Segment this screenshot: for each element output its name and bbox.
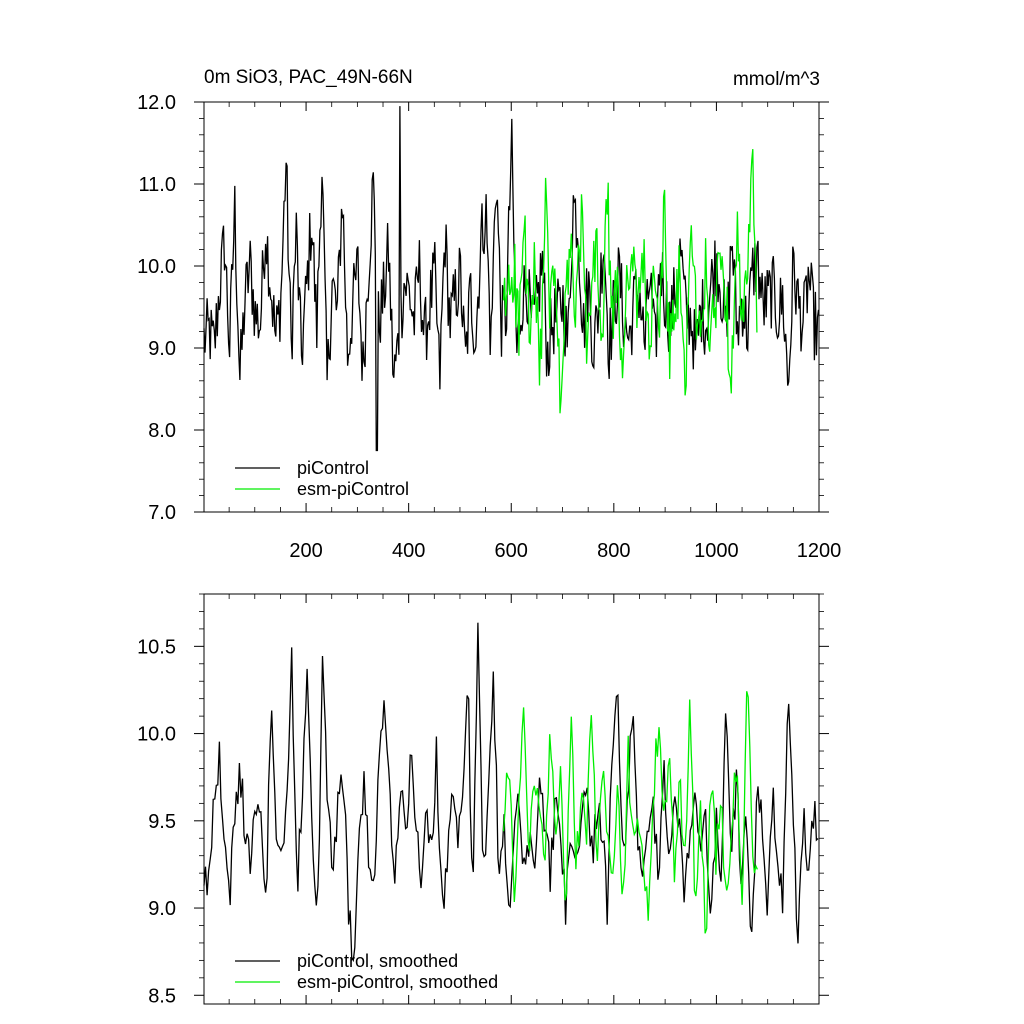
bottom-series-group [203,622,819,963]
top-x-tick-label: 400 [392,540,425,562]
bottom-y-tick-label: 10.0 [137,724,176,746]
top-y-tick-label: 11.0 [139,174,176,196]
bottom-axis-ticks: 8.5 9.0 9.5 10.0 10.5 [137,593,829,1007]
bottom-y-tick-label: 8.5 [148,985,176,1007]
top-axis-ticks: 200 400 600 800 1000 1200 7.0 8.0 9.0 10.0 11.0 12.… [137,92,841,562]
legend-label-esm-picontrol: esm-piControl [297,479,409,499]
legend-label-picontrol: piControl [297,458,369,478]
top-x-tick-label: 1000 [694,540,739,562]
top-y-tick-label: 7.0 [148,502,176,524]
bottom-y-tick-label: 9.0 [148,898,176,920]
top-y-tick-label: 9.0 [148,338,176,360]
top-series-line-esm-picontrol [502,149,758,414]
bottom-y-tick-label: 10.5 [137,636,176,658]
top-x-tick-label: 600 [495,540,528,562]
top-x-tick-label: 800 [597,540,630,562]
bottom-series-line-picontrol [203,622,819,963]
top-series-group [203,106,820,452]
top-x-tick-label: 1200 [797,540,842,562]
top-y-tick-label: 12.0 [137,92,176,114]
legend-label-picontrol-smoothed: piControl, smoothed [297,951,458,971]
units-label: mmol/m^3 [733,69,820,90]
top-y-tick-label: 10.0 [137,256,176,278]
bottom-series-line-esm-picontrol [502,691,758,934]
bottom-y-tick-label: 9.5 [148,811,176,833]
bottom-plot-frame [203,593,820,1005]
chart-title: 0m SiO3, PAC_49N-66N [204,67,413,88]
top-y-tick-label: 8.0 [148,420,176,442]
legend-label-esm-picontrol-smoothed: esm-piControl, smoothed [297,972,498,992]
top-x-tick-label: 200 [289,540,322,562]
